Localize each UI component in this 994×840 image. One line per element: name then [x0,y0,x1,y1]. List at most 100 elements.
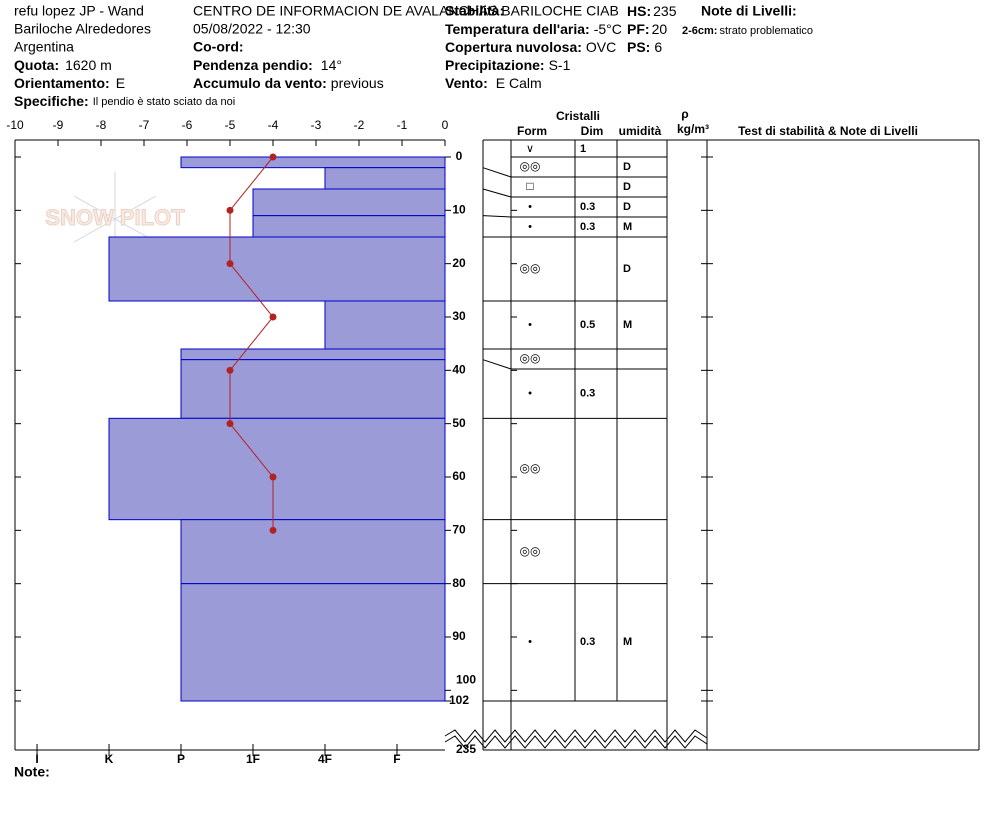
layer-size: 0.3 [580,636,595,648]
form: Form [517,124,547,138]
value: E [116,75,125,91]
layer-form: • [528,201,532,213]
frames [14,139,980,751]
depth-tick-label: 40 [452,363,466,377]
precip: Precipitazione: S-1 [445,57,571,73]
value: 1620 m [65,57,112,73]
temp-tick-label: -6 [182,118,193,132]
temp-tick-label: -3 [311,118,322,132]
hardness-bar [324,167,446,190]
hs: HS: 235 [627,3,677,19]
rho-unit: kg/m³ [677,122,709,136]
temp-tick-label: -8 [96,118,107,132]
layer-notes-title: Note di Livelli: [701,3,797,19]
layer-size: 0.3 [580,201,595,213]
label: Quota: [14,57,59,73]
temp-tick-label: 0 [442,118,449,132]
label: Orientamento: [14,75,110,91]
hardness-tick-label: F [393,752,400,766]
hardness-tick-label: I [35,752,38,766]
temperature-line [229,156,274,531]
depth-tick-label: 90 [452,629,466,643]
hardness-tick-label: K [105,752,114,766]
layer-form: • [528,388,532,400]
surface-size: 1 [580,143,586,155]
layer-form: □ [526,179,533,193]
temperature-point [269,526,277,534]
temperature-point [226,420,234,428]
layer-moisture: M [623,221,632,233]
value: 14° [321,57,342,73]
depth-tick-label: 20 [452,256,466,270]
temperature-point [269,153,277,161]
layer-connector [482,359,512,370]
layer-connector [482,188,512,198]
temperature-point [226,260,234,268]
organization: CENTRO DE INFORMACION DE AVALANCHAS BARI… [193,3,619,19]
hardness-bar [180,359,446,419]
layer-size: 0.5 [580,319,595,331]
wind-loading: Accumulo da vento: previous [193,75,384,91]
label: PF: [627,21,650,37]
size: Dim [581,124,604,138]
value: previous [331,75,384,91]
layer-connector [482,215,512,218]
air-temp: Temperatura dell'aria: -5°C [445,21,622,37]
hardness-tick-label: P [177,752,185,766]
rho: ρ [681,107,688,121]
layer-form: • [528,319,532,331]
hardness-bar [252,188,446,217]
hardness-bar [108,417,446,521]
value: OVC [586,39,616,55]
depth-tick-label: 70 [452,523,466,537]
layer-form: ◎◎ [520,461,541,475]
slope: Pendenza pendio: 14° [193,57,342,73]
watermark-text: SNOW PILOT [45,205,185,230]
temperature-point [226,366,234,374]
hardness-bar [108,236,446,302]
layer-moisture: M [623,319,632,331]
location: refu lopez JP - Wand [14,3,144,19]
temp-tick-label: -4 [268,118,279,132]
temp-tick-label: -9 [53,118,64,132]
label: Pendenza pendio: [193,57,313,73]
value: -5°C [594,21,622,37]
layer-moisture: D [623,201,631,213]
layer-connector [482,167,512,178]
layer-form: ◎◎ [520,351,541,365]
moisture: umidità [619,124,662,138]
depth-tick-label: 0 [456,149,463,163]
label: Vento: [445,75,488,91]
layer-note: 2-6cm: strato problematico [682,25,813,37]
label: Specifiche: [14,93,89,109]
layer-moisture: D [623,161,631,173]
depth-total-label: 235 [456,742,476,756]
country: Argentina [14,39,74,55]
layer-form: ◎◎ [520,544,541,558]
watermark: SNOW PILOT [45,172,186,266]
value: Il pendio è stato sciato da noi [93,96,235,108]
value: E Calm [496,75,542,91]
hardness-bar [324,300,446,350]
surface-form: ∨ [526,143,534,155]
elevation: Quota: 1620 m [14,57,112,73]
temp-tick-label: -1 [397,118,408,132]
layer-form: • [528,636,532,648]
label: Accumulo da vento: [193,75,327,91]
region: Bariloche Alrededores [14,21,151,37]
temperature-point [269,473,277,481]
pf: PF: 20 [627,21,667,37]
label: 2-6cm: [682,25,717,37]
hardness-bar [180,583,446,702]
aspect: Orientamento: E [14,75,125,91]
label: Precipitazione: [445,57,545,73]
value: 6 [654,39,662,55]
wind: Vento: E Calm [445,75,542,91]
label: HS: [627,3,651,19]
table-header: Cristalli Form Dim umidità ρ kg/m³ Test … [517,107,918,138]
value: 235 [653,3,677,19]
depth-tick-label: 30 [452,309,466,323]
temp-tick-label: -2 [354,118,365,132]
layer-size: 0.3 [580,388,595,400]
